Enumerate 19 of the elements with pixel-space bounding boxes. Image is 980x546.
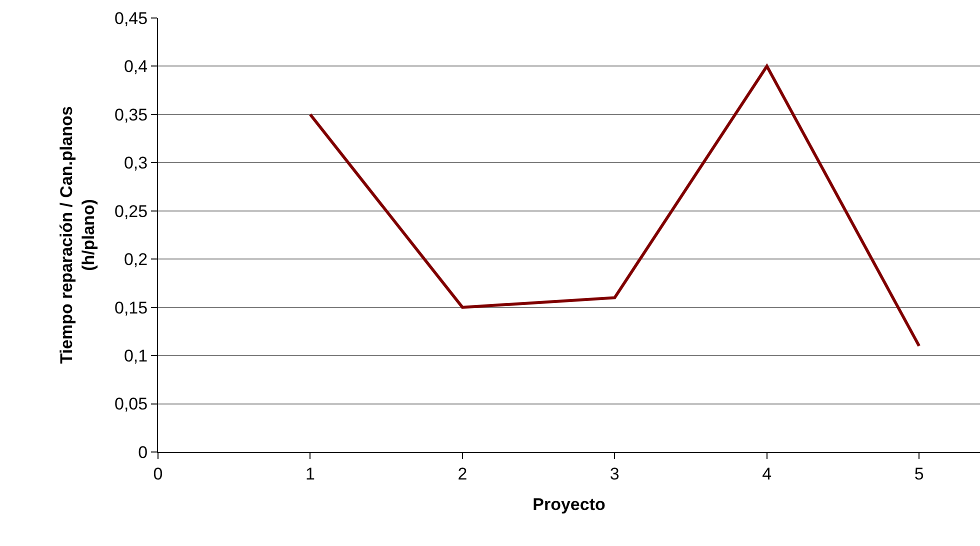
x-axis-title: Proyecto [532,494,606,514]
y-tick-label: 0,1 [124,346,148,366]
x-tick-label: 1 [305,464,315,484]
y-tick-label: 0 [138,442,148,462]
y-tick-label: 0,2 [124,250,148,270]
y-tick-label: 0,35 [114,105,148,124]
x-tick-label: 2 [458,464,468,484]
x-tick-label: 5 [914,464,924,484]
y-tick-label: 0,3 [124,154,148,173]
y-axis-title: Tiempo reparación / Can.planos (h/plano) [56,106,98,364]
y-tick-label: 0,15 [114,298,148,318]
x-tick-label: 3 [610,464,620,484]
y-tick-label: 0,4 [124,57,148,76]
line-series [308,64,921,348]
x-tick-label: 4 [762,464,772,484]
y-tick-label: 0,45 [114,8,148,28]
x-tick-label: 0 [153,464,163,484]
y-tick-label: 0,25 [114,202,148,221]
y-tick-label: 0,05 [114,394,148,414]
